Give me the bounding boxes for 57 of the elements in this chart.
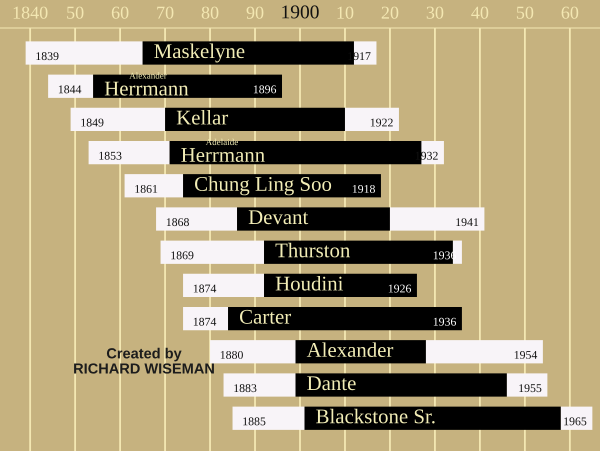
bar	[70, 108, 166, 132]
y-tick-label: Devant	[248, 210, 308, 224]
bar	[237, 207, 390, 231]
y-tick-label: Maskelyne	[154, 44, 244, 62]
y-tick-label: Kellar	[176, 110, 228, 125]
annotation: 1954	[514, 350, 538, 359]
annotation: 1868	[166, 218, 189, 226]
bar	[232, 406, 304, 430]
bar	[304, 406, 561, 430]
annotation: 1896	[254, 85, 276, 94]
annotation: 1885	[243, 417, 266, 426]
y-tick-label: Carter	[240, 310, 292, 324]
bar	[224, 373, 296, 397]
annotation: 1844	[58, 85, 82, 94]
y-tick-label: Chung Ling Soo	[195, 176, 332, 196]
annotation: 1839	[36, 52, 58, 60]
annotation: Created by RICHARD WISEMAN	[74, 348, 214, 374]
annotation: 1965	[564, 417, 586, 426]
bar	[390, 207, 484, 231]
y-tick-label: Blackstone Sr.	[316, 408, 435, 424]
annotation: 1874	[194, 284, 216, 293]
annotation: 1880	[220, 350, 243, 359]
bar	[506, 373, 548, 397]
bar	[228, 306, 462, 330]
annotation: 1922	[370, 118, 393, 127]
annotation: 1955	[519, 384, 542, 392]
annotation: 1869	[171, 251, 194, 260]
annotation: 1874	[194, 318, 216, 326]
bar	[48, 74, 94, 98]
annotation: 1941	[456, 218, 478, 226]
bar	[210, 340, 296, 364]
bar	[156, 207, 238, 231]
bar	[264, 274, 417, 298]
y-tick-label: Houdini	[276, 276, 344, 291]
y-tick-label: Dante	[307, 376, 356, 390]
annotation: 1936	[434, 318, 456, 326]
annotation: 1918	[352, 184, 375, 193]
x-tick-label: 1900	[282, 5, 319, 18]
bar	[183, 306, 228, 330]
bar	[88, 140, 170, 164]
bar	[183, 274, 264, 298]
y-tick-label: Thurston	[276, 242, 350, 258]
bar	[344, 108, 399, 132]
bar	[26, 41, 143, 65]
bar	[165, 108, 345, 132]
bar	[296, 340, 426, 364]
bar	[560, 406, 592, 430]
bar	[124, 174, 184, 198]
annotation: 1849	[81, 118, 104, 127]
annotation: 1861	[135, 184, 158, 193]
annotation: 1853	[99, 152, 122, 160]
bar	[426, 340, 543, 364]
bar	[296, 373, 507, 397]
annotation: 1883	[234, 384, 256, 392]
annotation: 1926	[388, 284, 412, 293]
y-tick-label: Alexander	[306, 342, 394, 358]
bar	[160, 240, 264, 264]
